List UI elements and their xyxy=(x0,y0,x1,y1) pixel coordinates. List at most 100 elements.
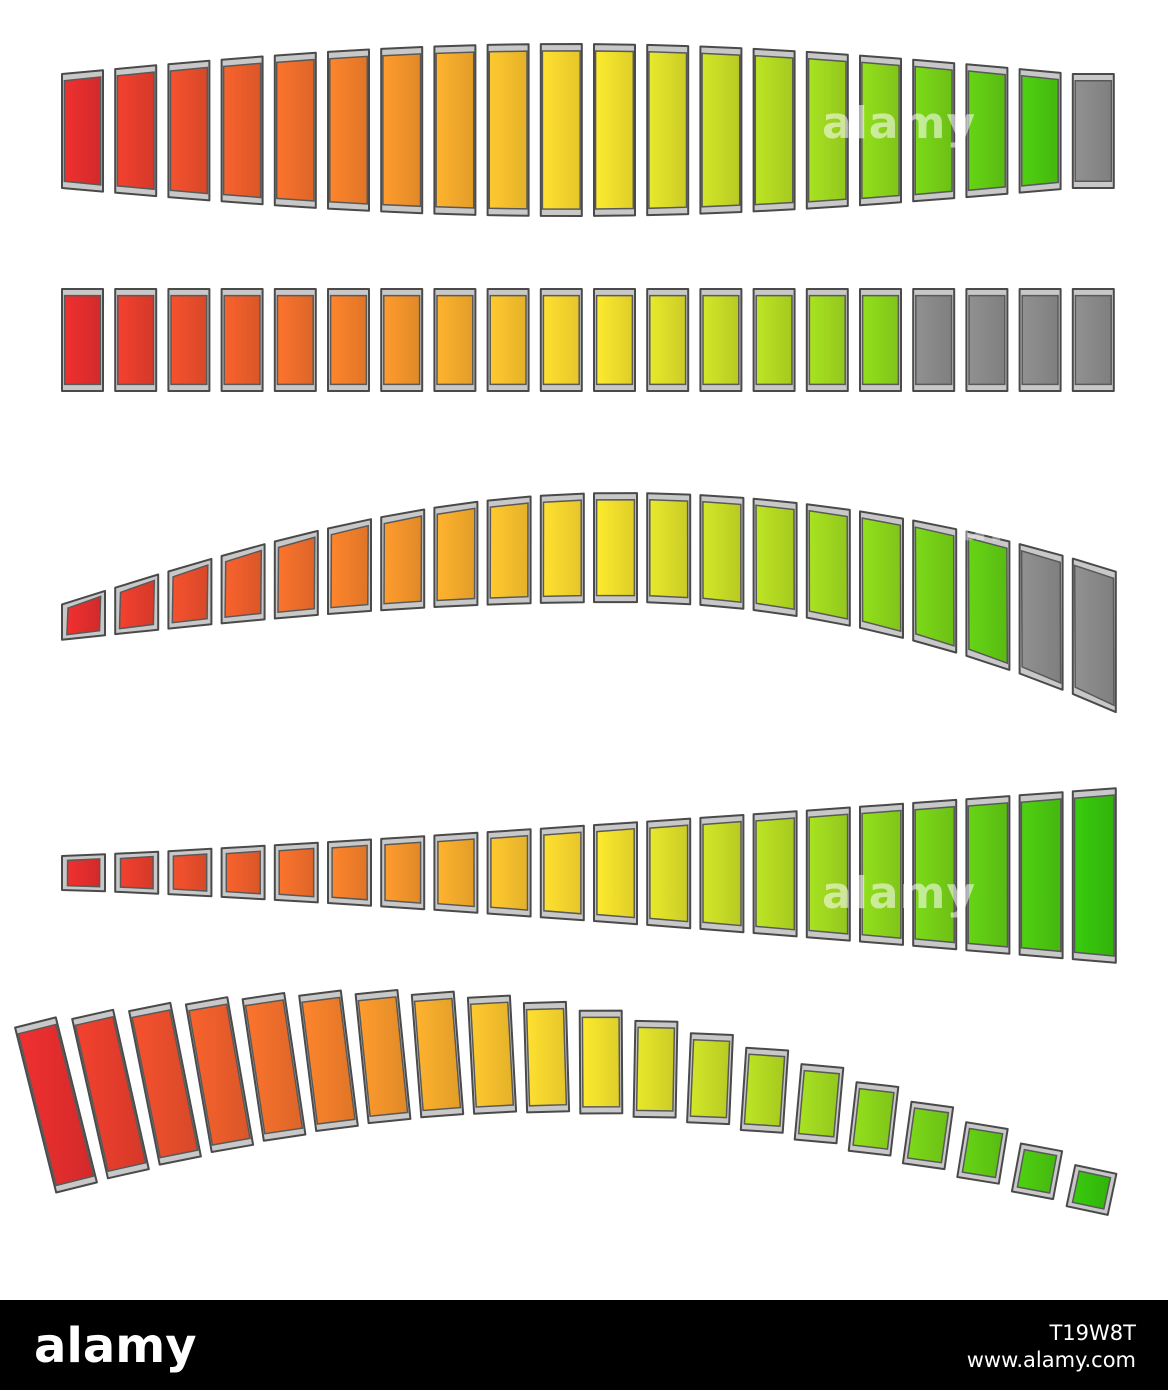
meter-segment-on xyxy=(1010,1142,1064,1201)
meter-segment-on xyxy=(805,503,851,627)
meter-segment-on xyxy=(646,492,692,606)
meter-segment-on xyxy=(354,989,412,1125)
meter-segment-on xyxy=(805,806,851,942)
meter-segment-on xyxy=(114,288,158,392)
meter-segment-on xyxy=(380,508,426,612)
meter-segment-off xyxy=(1071,73,1115,189)
meter-segment-on xyxy=(486,828,532,918)
meter-segment-on xyxy=(859,54,902,207)
meter-segment-on xyxy=(593,821,638,926)
meter-segment-on xyxy=(699,45,743,215)
meter-segment-on xyxy=(61,69,104,193)
meter-segment-on xyxy=(220,844,266,901)
meter-segment-on xyxy=(433,44,477,216)
meter-segment-on xyxy=(486,495,532,606)
meter-segment-on xyxy=(380,46,424,215)
meter-segment-on xyxy=(739,1046,790,1134)
meter-2-flat xyxy=(61,288,1115,392)
meter-segment-on xyxy=(410,990,465,1119)
meter-segment-on xyxy=(805,50,849,210)
meter-segment-on xyxy=(327,288,370,392)
meter-segment-on xyxy=(593,288,636,392)
meter-segment-on xyxy=(184,996,255,1153)
meter-segment-on xyxy=(539,824,585,922)
meter-segment-on xyxy=(327,838,372,907)
meter-segment-off xyxy=(912,288,956,392)
meter-segment-on xyxy=(486,43,530,217)
meter-segment-on xyxy=(699,494,745,610)
meter-segment-on xyxy=(965,530,1011,671)
meter-segment-on xyxy=(752,497,798,617)
meter-segment-on xyxy=(752,810,798,938)
meter-segment-on xyxy=(71,1008,150,1180)
meter-segment-on xyxy=(859,510,904,639)
meter-segment-on xyxy=(167,557,213,630)
meter-segment-on xyxy=(1071,787,1117,964)
meter-segment-on xyxy=(61,288,104,392)
meter-segment-off xyxy=(1071,557,1117,714)
meter-4-wedge-rising xyxy=(61,787,1117,964)
image-reference: T19W8T www.alamy.com xyxy=(967,1320,1136,1374)
meter-segment-on xyxy=(14,1016,98,1194)
meter-segment-on xyxy=(167,59,211,202)
meter-1-concave xyxy=(61,43,1115,217)
meter-segment-on xyxy=(61,589,106,641)
meter-segment-on xyxy=(220,288,264,392)
stock-footer-bar: alamy T19W8T www.alamy.com xyxy=(0,1300,1168,1390)
meter-segment-on xyxy=(128,1001,202,1166)
meter-segment-on xyxy=(901,1100,955,1171)
meter-3-arch-rising xyxy=(61,492,1117,714)
meter-segment-on xyxy=(433,288,477,392)
meter-segment-on xyxy=(859,288,902,392)
meter-segment-on xyxy=(539,288,583,392)
meter-segment-on xyxy=(1018,68,1062,194)
meter-segment-on xyxy=(522,1000,571,1114)
meter-segment-off xyxy=(1018,288,1062,392)
meter-segment-on xyxy=(466,994,518,1115)
meter-segment-on xyxy=(956,1121,1009,1185)
meter-segment-on xyxy=(114,850,160,895)
meter-segment-on xyxy=(380,288,424,392)
meter-segment-on xyxy=(327,48,370,212)
meter-segment-on xyxy=(273,841,319,904)
meter-segment-on xyxy=(486,288,530,392)
meter-segment-on xyxy=(220,543,266,625)
meter-segment-on xyxy=(859,802,904,946)
meter-segment-on xyxy=(632,1019,679,1119)
alamy-logo[interactable]: alamy xyxy=(34,1318,197,1374)
meter-segment-on xyxy=(912,58,956,203)
meter-segment-on xyxy=(752,288,796,392)
meter-segment-on xyxy=(965,63,1009,199)
meter-segment-off xyxy=(1018,543,1064,691)
meter-segment-on xyxy=(114,573,160,636)
meter-segment-on xyxy=(1018,791,1064,960)
meter-segment-off xyxy=(965,288,1009,392)
image-id: T19W8T xyxy=(1049,1321,1136,1345)
meter-segment-on xyxy=(298,989,359,1132)
meter-segment-on xyxy=(1065,1164,1118,1216)
meter-segment-on xyxy=(593,43,636,217)
meter-segment-on xyxy=(646,43,690,217)
meter-segment-on xyxy=(805,288,849,392)
meter-segment-on xyxy=(433,831,479,914)
meter-segment-on xyxy=(273,529,319,620)
meter-segment-on xyxy=(593,492,638,604)
meter-segment-on xyxy=(241,992,307,1142)
meter-segment-on xyxy=(273,51,317,209)
meter-segment-on xyxy=(61,853,106,893)
meter-segment-on xyxy=(686,1032,734,1126)
meter-segment-on xyxy=(646,288,690,392)
meter-segment-on xyxy=(699,288,743,392)
meter-segment-on xyxy=(752,47,796,213)
meter-segment-on xyxy=(167,847,213,898)
meter-segment-on xyxy=(167,288,211,392)
site-url[interactable]: www.alamy.com xyxy=(966,1348,1136,1372)
meter-segment-on xyxy=(793,1063,845,1145)
meter-5-arch-falling xyxy=(14,989,1118,1216)
meter-segment-off xyxy=(1071,288,1115,392)
meter-segment-on xyxy=(646,817,692,930)
meter-segment-on xyxy=(327,518,372,615)
meter-segment-on xyxy=(114,64,158,198)
meter-segment-on xyxy=(220,55,264,206)
meter-segment-on xyxy=(912,798,958,951)
